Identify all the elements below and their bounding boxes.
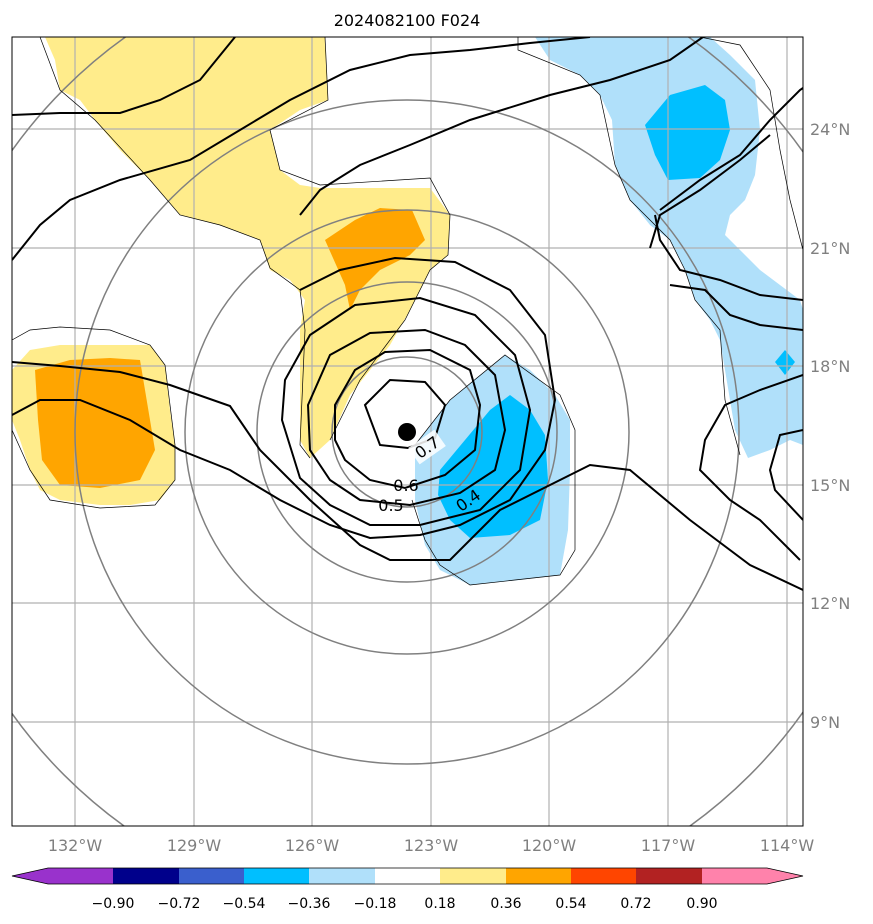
negative-fill-northeast bbox=[535, 37, 803, 458]
lat-label: 21°N bbox=[810, 239, 850, 258]
colorbar: −0.90 −0.72 −0.54 −0.36 −0.18 0.18 0.36 … bbox=[11, 867, 804, 912]
colorbar-segment bbox=[702, 868, 767, 884]
map-frame bbox=[11, 36, 804, 827]
negative-fill-south-core bbox=[438, 395, 548, 538]
lon-label: 132°W bbox=[48, 836, 103, 855]
lat-label: 15°N bbox=[810, 476, 850, 495]
colorbar-segment bbox=[506, 868, 571, 884]
colorbar-segment bbox=[48, 868, 113, 884]
lat-label: 9°N bbox=[810, 713, 840, 732]
black-contours bbox=[12, 37, 803, 591]
colorbar-tick: −0.54 bbox=[223, 896, 266, 912]
longitude-labels: 132°W 129°W 126°W 123°W 120°W 117°W 114°… bbox=[48, 836, 815, 855]
colorbar-segment bbox=[113, 868, 179, 884]
positive-fill-north bbox=[45, 37, 450, 458]
zero-contours bbox=[12, 37, 803, 586]
colorbar-segment bbox=[375, 868, 440, 884]
figure-title: 2024082100 F024 bbox=[334, 11, 481, 30]
colorbar-tick: −0.18 bbox=[354, 896, 397, 912]
contour-label-0-6: 0.6 bbox=[393, 476, 418, 495]
colorbar-tick: 0.90 bbox=[686, 896, 717, 912]
latitude-labels: 24°N 21°N 18°N 15°N 12°N 9°N bbox=[810, 120, 850, 732]
colorbar-tick: 0.18 bbox=[424, 896, 455, 912]
lon-label: 123°W bbox=[404, 836, 459, 855]
colorbar-tick: −0.90 bbox=[92, 896, 135, 912]
colorbar-tick: −0.36 bbox=[288, 896, 331, 912]
colorbar-segment bbox=[244, 868, 309, 884]
negative-fill-east-spot bbox=[775, 350, 795, 375]
lat-label: 24°N bbox=[810, 120, 850, 139]
colorbar-tick: 0.72 bbox=[620, 896, 651, 912]
lat-label: 18°N bbox=[810, 357, 850, 376]
colorbar-tick: 0.36 bbox=[490, 896, 521, 912]
colorbar-max-extend bbox=[767, 868, 803, 884]
colorbar-segment bbox=[179, 868, 244, 884]
colorbar-outline bbox=[11, 867, 804, 885]
colorbar-segment bbox=[309, 868, 375, 884]
colorbar-min-extend bbox=[12, 868, 48, 884]
positive-fill-west-core bbox=[35, 358, 155, 488]
lon-label: 117°W bbox=[641, 836, 696, 855]
negative-fill-northeast-core bbox=[645, 85, 730, 180]
colorbar-segment bbox=[571, 868, 636, 884]
positive-fill-core bbox=[325, 208, 425, 310]
lon-label: 120°W bbox=[522, 836, 577, 855]
lat-label: 12°N bbox=[810, 594, 850, 613]
colorbar-tick: 0.54 bbox=[555, 896, 586, 912]
gridlines bbox=[12, 37, 803, 826]
lon-label: 129°W bbox=[167, 836, 222, 855]
lon-label: 114°W bbox=[760, 836, 815, 855]
colorbar-segment bbox=[440, 868, 506, 884]
contour-label-0-5: 0.5 bbox=[378, 496, 403, 515]
colorbar-segment bbox=[636, 868, 702, 884]
colorbar-tick: −0.72 bbox=[158, 896, 201, 912]
storm-center-marker bbox=[398, 423, 416, 441]
lon-label: 126°W bbox=[285, 836, 340, 855]
